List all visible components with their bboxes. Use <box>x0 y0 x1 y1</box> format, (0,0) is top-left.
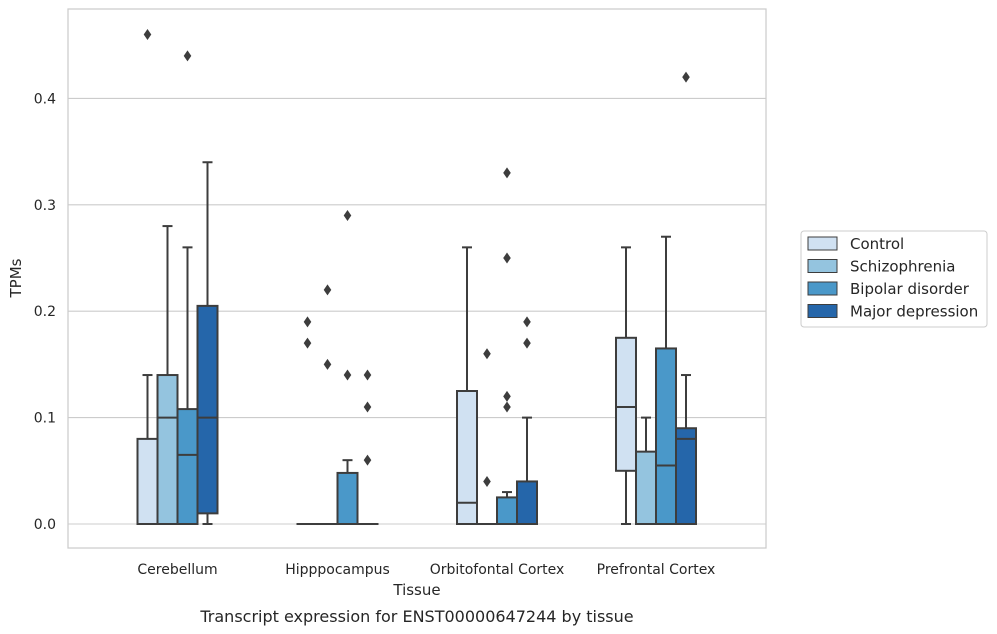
plot-frame <box>67 8 767 549</box>
y-tick-label: 0.3 <box>34 198 56 214</box>
x-tick-labels: Cerebellum Hipppocampus Orbitofontal Corte… <box>137 562 715 578</box>
box-bipolar-disorder <box>655 235 677 525</box>
box-iqr <box>516 480 538 526</box>
y-tick-labels: 0.0 0.1 0.2 0.3 0.4 <box>34 91 56 533</box>
box-iqr <box>156 374 179 526</box>
outlier-point <box>363 401 372 413</box>
legend-label: Major depression <box>850 303 978 321</box>
box-major-depression <box>516 316 538 526</box>
box-iqr <box>196 304 219 515</box>
outlier-point <box>483 475 491 487</box>
y-tick-label: 0.2 <box>34 304 56 320</box>
outlier-point <box>143 29 152 41</box>
x-axis-label: Tissue <box>392 581 440 599</box>
box-iqr <box>336 471 359 526</box>
box-iqr <box>176 408 199 526</box>
box-iqr <box>456 390 478 525</box>
outlier-point <box>183 50 192 62</box>
legend-label: Bipolar disorder <box>850 280 970 298</box>
box-iqr <box>615 336 637 472</box>
legend-swatch <box>807 236 838 251</box>
box-iqr <box>635 450 657 526</box>
box-iqr <box>496 496 518 525</box>
outlier-point <box>343 209 352 221</box>
legend-swatch <box>807 281 838 296</box>
box-major-depression <box>356 369 379 526</box>
y-tick-label: 0.0 <box>34 517 56 533</box>
x-tick-label: Cerebellum <box>137 562 217 578</box>
box-control <box>136 29 159 526</box>
box-bipolar-disorder <box>176 50 199 526</box>
outlier-point <box>503 401 511 413</box>
x-tick-label: Orbitofontal Cortex <box>430 562 565 578</box>
legend: Control Schizophrenia Bipolar disorder Majo… <box>800 230 988 328</box>
box-major-depression <box>675 71 697 525</box>
legend-label: Schizophrenia <box>850 258 955 276</box>
x-tick-label: Prefrontal Cortex <box>597 562 716 578</box>
outlier-point <box>483 348 491 360</box>
box-schizophrenia <box>476 348 498 526</box>
outlier-point <box>523 316 531 328</box>
box-control <box>615 246 637 525</box>
box-control <box>456 246 478 525</box>
box-iqr <box>136 437 159 526</box>
box-iqr <box>655 347 677 525</box>
outlier-point <box>503 390 511 402</box>
outlier-point <box>363 454 372 466</box>
box-bipolar-disorder <box>336 209 359 526</box>
y-tick-label: 0.1 <box>34 411 56 427</box>
box-plot-series <box>136 29 697 526</box>
box-iqr <box>675 427 697 525</box>
y-axis-label: TPMs <box>7 258 25 298</box>
box-major-depression <box>196 161 219 525</box>
outlier-point <box>323 358 332 370</box>
chart-caption: Transcript expression for ENST0000064724… <box>199 607 633 626</box>
outlier-point <box>303 337 312 349</box>
legend-frame <box>800 230 988 328</box>
box-schizophrenia <box>635 416 657 526</box>
outlier-point <box>682 71 690 83</box>
legend-label: Control <box>850 235 904 253</box>
outlier-point <box>523 337 531 349</box>
outlier-point <box>303 316 312 328</box>
y-tick-label: 0.4 <box>34 91 56 107</box>
outlier-point <box>363 369 372 381</box>
box-control <box>296 316 319 526</box>
outlier-point <box>323 284 332 296</box>
legend-swatch <box>807 259 838 273</box>
outlier-point <box>343 369 352 381</box>
legend-swatch <box>807 304 838 318</box>
x-tick-label: Hipppocampus <box>285 562 390 578</box>
box-schizophrenia <box>156 225 179 526</box>
outlier-point <box>503 252 511 264</box>
box-schizophrenia <box>316 284 339 526</box>
outlier-point <box>503 167 511 179</box>
box-bipolar-disorder <box>496 167 518 525</box>
